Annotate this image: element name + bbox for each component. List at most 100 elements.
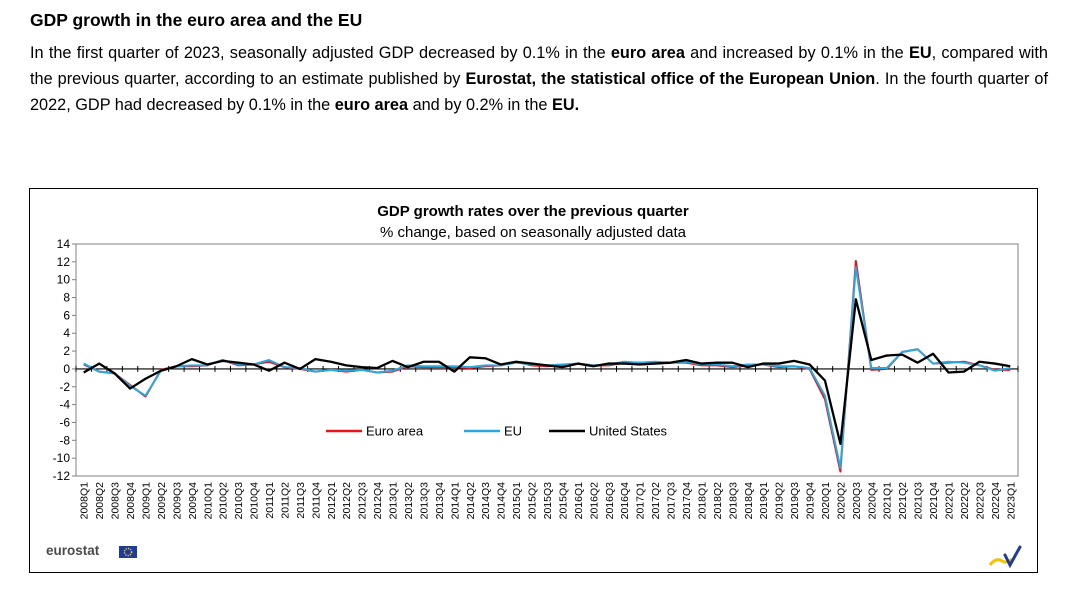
x-tick-label: 2013Q2 xyxy=(403,482,415,520)
emphasis-text: EU xyxy=(908,44,932,62)
x-tick-label: 2019Q3 xyxy=(789,482,801,520)
series-line-united-states xyxy=(83,298,1011,446)
body-text: and by 0.2% in the xyxy=(408,96,552,114)
x-tick-label: 2023Q1 xyxy=(1005,482,1017,520)
y-tick-label: -12 xyxy=(53,469,71,483)
x-tick-label: 2013Q3 xyxy=(418,482,430,520)
body-text: , compared with the previous quarter, ac… xyxy=(30,44,1048,88)
x-tick-label: 2010Q3 xyxy=(233,482,245,520)
legend-label: Euro area xyxy=(366,424,424,439)
x-tick-label: 2021Q2 xyxy=(897,482,909,520)
chart-subtitle: % change, based on seasonally adjusted d… xyxy=(380,224,687,241)
x-tick-label: 2021Q3 xyxy=(913,482,925,520)
x-tick-label: 2016Q1 xyxy=(573,482,585,520)
chart-panel: GDP growth rates over the previous quart… xyxy=(29,188,1038,573)
y-tick-label: -10 xyxy=(53,451,71,465)
x-tick-label: 2020Q1 xyxy=(820,482,832,520)
x-tick-label: 2013Q4 xyxy=(434,482,446,520)
emphasis-text: Eurostat, the statistical office of the … xyxy=(465,70,876,88)
x-tick-label: 2020Q3 xyxy=(851,482,863,520)
x-tick-label: 2018Q2 xyxy=(712,482,724,520)
legend: Euro area EU United States xyxy=(326,424,668,439)
x-axis: 2008Q1 2008Q2 2008Q3 2008Q4 2009Q1 2009Q2 2009… xyxy=(75,365,1019,520)
emphasis-text: euro area xyxy=(334,96,409,114)
x-tick-label: 2020Q2 xyxy=(835,482,847,520)
y-tick-label: 12 xyxy=(57,255,71,269)
body-text: and increased by 0.1% in the xyxy=(684,44,909,62)
x-tick-label: 2016Q4 xyxy=(619,482,631,520)
x-tick-label: 2010Q1 xyxy=(202,482,214,520)
x-tick-label: 2022Q1 xyxy=(944,482,956,520)
x-tick-label: 2014Q3 xyxy=(480,482,492,520)
y-axis: 14 12 10 8 6 4 2 0 -2 -4 -6 -8 -10 -12 xyxy=(53,237,76,483)
x-tick-label: 2011Q4 xyxy=(310,482,322,519)
x-tick-label: 2009Q4 xyxy=(187,482,199,520)
y-tick-label: 14 xyxy=(57,237,71,251)
x-tick-label: 2021Q4 xyxy=(928,482,940,520)
y-tick-label: 10 xyxy=(57,273,71,287)
x-tick-label: 2018Q3 xyxy=(727,482,739,520)
x-tick-label: 2014Q4 xyxy=(496,482,508,520)
y-tick-label: -4 xyxy=(59,398,70,412)
summary-paragraph: In the first quarter of 2023, seasonally… xyxy=(30,40,1048,118)
body-text: In the first quarter of 2023, seasonally… xyxy=(30,44,611,62)
plot-area xyxy=(75,243,1019,477)
x-tick-label: 2016Q3 xyxy=(604,482,616,520)
x-tick-label: 2013Q1 xyxy=(388,482,400,520)
series-lines xyxy=(83,259,1011,473)
x-tick-label: 2009Q2 xyxy=(156,482,168,520)
x-tick-label: 2017Q1 xyxy=(635,482,647,520)
x-tick-label: 2018Q1 xyxy=(696,482,708,520)
y-tick-label: -8 xyxy=(59,433,70,447)
x-tick-label: 2011Q3 xyxy=(295,482,307,519)
x-tick-label: 2019Q1 xyxy=(758,482,770,520)
x-tick-label: 2010Q2 xyxy=(218,482,230,520)
x-tick-label: 2012Q4 xyxy=(372,482,384,520)
x-tick-label: 2015Q3 xyxy=(542,482,554,520)
eurostat-logo-text: eurostat xyxy=(46,543,100,558)
legend-label: EU xyxy=(504,424,522,439)
x-tick-label: 2012Q1 xyxy=(326,482,338,520)
x-tick-label: 2019Q4 xyxy=(805,482,817,520)
eu-flag-icon xyxy=(119,546,137,558)
x-tick-label: 2015Q1 xyxy=(511,482,523,520)
x-tick-label: 2014Q1 xyxy=(449,482,461,520)
x-tick-label: 2018Q4 xyxy=(743,482,755,520)
x-tick-label: 2008Q3 xyxy=(110,482,122,520)
y-tick-label: 4 xyxy=(63,326,70,340)
plot-border xyxy=(75,243,1019,477)
x-tick-label: 2009Q3 xyxy=(171,482,183,520)
eurostat-logo: eurostat xyxy=(46,543,137,558)
x-tick-label: 2008Q2 xyxy=(94,482,106,520)
x-tick-label: 2011Q2 xyxy=(279,482,291,519)
x-tick-label: 2014Q2 xyxy=(465,482,477,520)
y-tick-label: 2 xyxy=(63,344,70,358)
legend-label: United States xyxy=(589,424,668,439)
x-tick-label: 2020Q4 xyxy=(866,482,878,520)
gdp-growth-chart: GDP growth rates over the previous quart… xyxy=(46,203,1022,569)
x-tick-label: 2010Q4 xyxy=(249,482,261,520)
y-tick-label: 8 xyxy=(63,291,70,305)
x-tick-label: 2021Q1 xyxy=(882,482,894,520)
chart-title: GDP growth rates over the previous quart… xyxy=(377,203,689,220)
x-tick-label: 2008Q1 xyxy=(79,482,91,520)
x-tick-label: 2011Q1 xyxy=(264,482,276,519)
x-tick-label: 2015Q2 xyxy=(527,482,539,520)
series-line-eu xyxy=(83,266,1011,469)
x-tick-label: 2016Q2 xyxy=(588,482,600,520)
y-tick-label: 0 xyxy=(63,362,70,376)
y-tick-label: -2 xyxy=(59,380,70,394)
y-tick-label: 6 xyxy=(63,308,70,322)
x-tick-label: 2008Q4 xyxy=(125,482,137,520)
checkmark-swoosh-icon xyxy=(988,545,1022,569)
emphasis-text: EU. xyxy=(551,96,580,114)
x-tick-label: 2022Q4 xyxy=(990,482,1002,520)
y-tick-label: -6 xyxy=(59,415,70,429)
x-tick-label: 2022Q3 xyxy=(974,482,986,520)
emphasis-text: euro area xyxy=(610,44,685,62)
x-tick-label: 2017Q4 xyxy=(681,482,693,520)
body-text: . In the fourth quarter of 2022, GDP had… xyxy=(30,70,1048,114)
x-tick-label: 2015Q4 xyxy=(557,482,569,520)
x-tick-label: 2017Q2 xyxy=(650,482,662,520)
x-tick-label: 2017Q3 xyxy=(666,482,678,520)
